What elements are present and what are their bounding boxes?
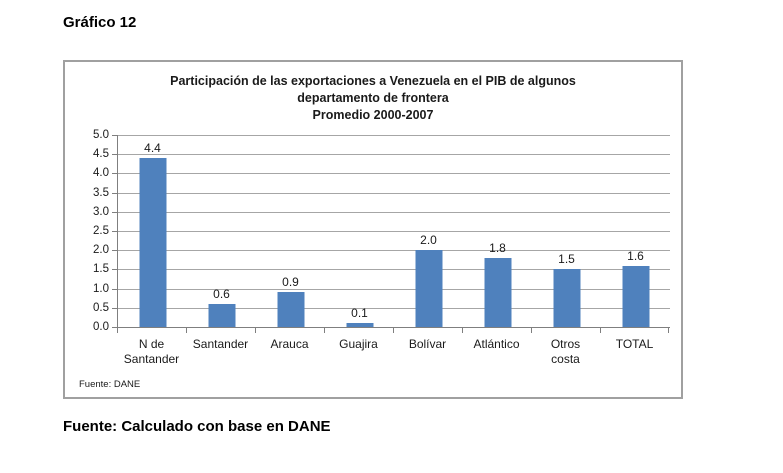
x-axis-category-label-line: Arauca: [270, 337, 309, 351]
y-axis-tick-label: 0.0: [93, 321, 109, 333]
bar-value-label: 0.9: [282, 275, 299, 290]
y-axis-tick-label: 5.0: [93, 129, 109, 141]
gridline: [118, 250, 670, 252]
bar-value-label: 0.1: [351, 306, 368, 321]
x-axis-category-label: TOTAL: [600, 337, 669, 367]
gridline: [118, 154, 670, 156]
x-axis-category-label-line: N de: [138, 337, 165, 351]
x-axis-tick: [186, 328, 187, 333]
y-axis-tick: [112, 327, 118, 328]
y-axis-tick-label: 4.0: [93, 167, 109, 180]
gridline: [118, 288, 670, 290]
bar-slot: 1.6: [601, 135, 670, 327]
x-axis-tick: [668, 328, 669, 333]
y-axis-tick-label: 0.5: [93, 301, 109, 314]
bar-n-de-santander: [139, 158, 166, 327]
chart-title-line-1: Participación de las exportaciones a Ven…: [170, 74, 576, 88]
y-axis-tick: [112, 231, 118, 232]
bar-slot: 1.8: [463, 135, 532, 327]
y-axis-tick-label: 1.0: [93, 282, 109, 295]
bar-value-label: 4.4: [144, 141, 161, 156]
plot-area: 4.4 0.6 0.9 0.1 2.0 1.8 1.5 1.6: [117, 135, 670, 328]
bar-otros-costa: [553, 269, 580, 327]
y-axis-tick: [112, 135, 118, 136]
y-axis-tick-label: 2.0: [93, 244, 109, 257]
bar-santander: [208, 303, 235, 327]
x-axis-category-label-line: Otros: [550, 337, 581, 351]
y-axis-tick: [112, 250, 118, 252]
bar-guajira: [346, 323, 373, 327]
bar-slot: 4.4: [118, 135, 187, 327]
x-axis-category-label: Guajira: [324, 337, 393, 367]
y-axis-tick: [112, 307, 118, 309]
x-axis-tick: [462, 328, 463, 333]
bar-slot: 2.0: [394, 135, 463, 327]
x-axis-tick: [531, 328, 532, 333]
bar-slot: 0.1: [325, 135, 394, 327]
figure-label: Gráfico 12: [63, 14, 137, 31]
y-axis-tick-label: 4.5: [93, 148, 109, 161]
y-axis-tick: [112, 173, 118, 175]
chart-title: Participación de las exportaciones a Ven…: [65, 73, 681, 124]
x-axis-category-label-line: Atlántico: [473, 337, 520, 351]
bar-value-label: 1.5: [558, 252, 575, 267]
x-axis-tick: [255, 328, 256, 333]
bar-slot: 0.9: [256, 135, 325, 327]
y-axis-tick: [112, 154, 118, 156]
gridline: [118, 211, 670, 213]
bar-slot: 0.6: [187, 135, 256, 327]
bar-value-label: 2.0: [420, 233, 437, 248]
bar-value-label: 0.6: [213, 286, 230, 301]
x-axis-tick: [393, 328, 394, 333]
gridline: [118, 173, 670, 175]
x-axis-tick: [117, 328, 118, 333]
x-axis-category-label-line: costa: [551, 352, 580, 366]
bar-value-label: 1.8: [489, 240, 506, 255]
gridline: [118, 231, 670, 232]
chart-title-line-2: departamento de frontera: [297, 91, 449, 105]
y-axis-tick-label: 3.0: [93, 205, 109, 218]
x-axis-category-label-line: Guajira: [339, 337, 378, 351]
chart-title-line-3: Promedio 2000-2007: [312, 108, 434, 122]
bar-slot: 1.5: [532, 135, 601, 327]
bar-bol-var: [415, 250, 442, 327]
y-axis-tick-label: 3.5: [93, 186, 109, 199]
x-axis-category-label: Otros costa: [531, 337, 600, 367]
gridline: [118, 269, 670, 271]
page-caption: Fuente: Calculado con base en DANE: [63, 418, 331, 435]
gridline: [118, 192, 670, 194]
y-axis-tick-label: 2.5: [93, 225, 109, 237]
chart-frame: Participación de las exportaciones a Ven…: [63, 60, 683, 399]
x-axis-category-label-line: TOTAL: [615, 337, 654, 351]
y-axis-tick-label: 1.5: [93, 263, 109, 276]
x-axis-category-label-line: Santander: [123, 352, 180, 366]
gridline: [118, 135, 670, 136]
bar-atl-ntico: [484, 257, 511, 327]
x-axis-category-label-line: Santander: [192, 337, 249, 351]
x-axis-category-label: Atlántico: [462, 337, 531, 367]
y-axis-tick: [112, 192, 118, 194]
x-axis-tick: [600, 328, 601, 333]
bar-arauca: [277, 292, 304, 327]
x-axis-category-label-line: Bolívar: [408, 337, 447, 351]
y-axis-tick: [112, 211, 118, 213]
x-axis-category-label: Arauca: [255, 337, 324, 367]
x-axis-category-label: Santander: [186, 337, 255, 367]
x-axis-tick: [324, 328, 325, 333]
y-axis-tick: [112, 288, 118, 290]
x-axis-category-label: Bolívar: [393, 337, 462, 367]
bar-value-label: 1.6: [627, 248, 644, 263]
bar-total: [622, 265, 649, 327]
gridline: [118, 307, 670, 309]
x-axis-category-label: N de Santander: [117, 337, 186, 367]
x-axis-labels: N de Santander Santander Arauca Guajira Bolív…: [117, 337, 669, 367]
source-note: Fuente: DANE: [79, 379, 141, 390]
y-axis-tick: [112, 269, 118, 271]
